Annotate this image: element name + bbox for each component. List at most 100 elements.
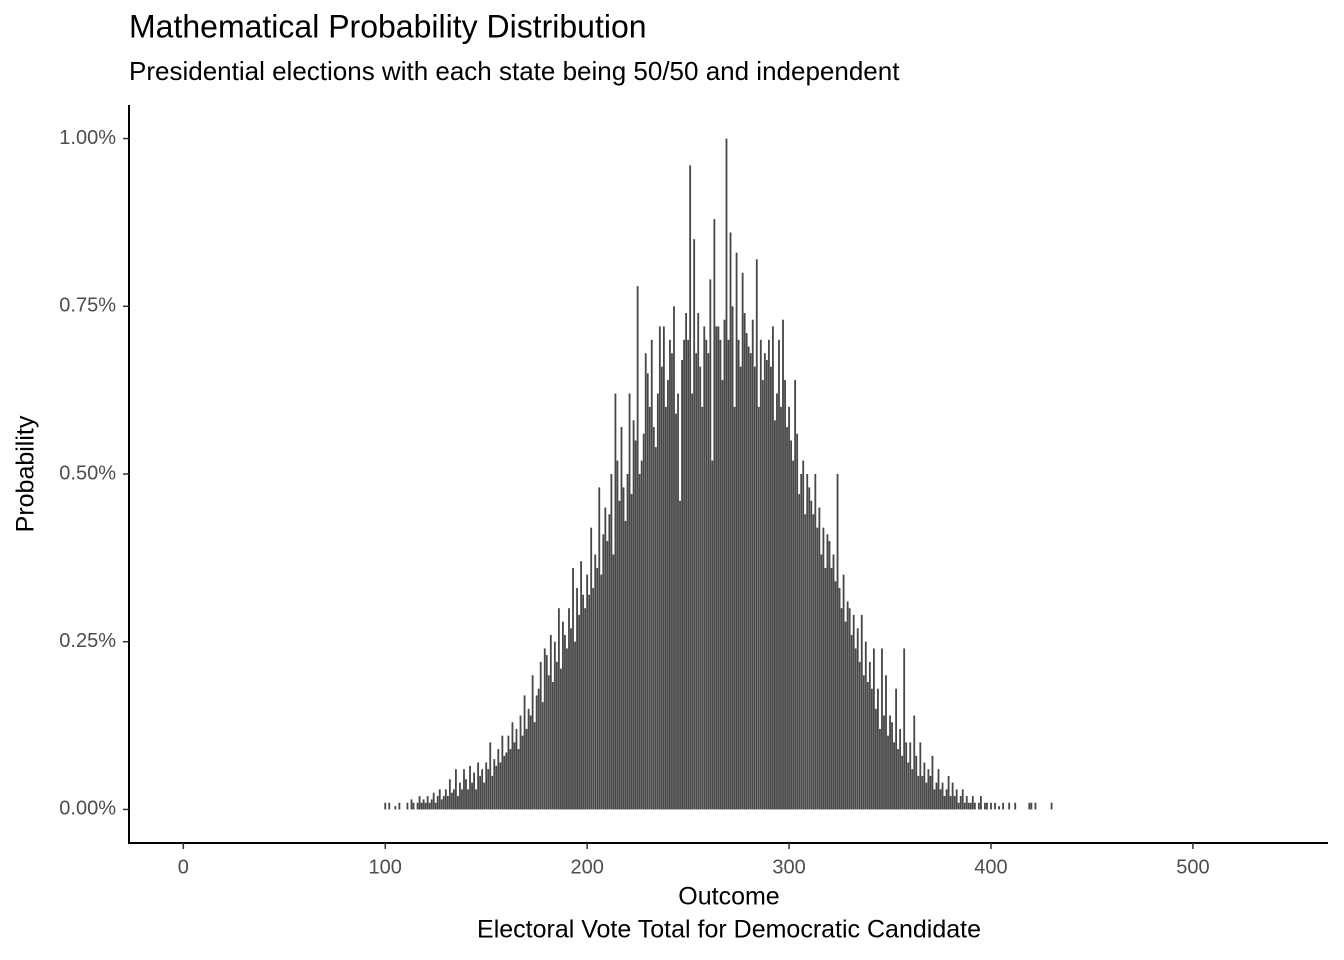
bar xyxy=(749,353,752,810)
bar xyxy=(808,487,811,810)
bar xyxy=(727,339,730,810)
bar xyxy=(842,574,845,810)
bar xyxy=(620,427,623,810)
bar xyxy=(921,775,924,810)
bar xyxy=(646,373,649,810)
bar xyxy=(979,796,982,810)
bar xyxy=(699,366,702,810)
bar xyxy=(683,339,685,810)
bar xyxy=(667,380,669,810)
bar xyxy=(438,789,441,810)
bar xyxy=(630,494,633,810)
bar xyxy=(594,554,597,810)
bar xyxy=(778,339,780,810)
bar xyxy=(424,802,427,810)
bar xyxy=(757,406,760,810)
bar xyxy=(420,802,423,810)
bar xyxy=(864,641,867,810)
bar xyxy=(822,527,825,810)
bar xyxy=(747,346,750,810)
x-tick-label: 0 xyxy=(178,856,189,878)
bar xyxy=(452,789,455,810)
bar xyxy=(739,366,742,810)
bar xyxy=(681,359,683,810)
bar xyxy=(763,353,766,810)
bar xyxy=(1002,802,1005,810)
x-tick-label: 100 xyxy=(369,856,402,878)
bar xyxy=(422,799,425,810)
bar xyxy=(586,574,589,810)
bar xyxy=(533,722,536,810)
bar xyxy=(889,715,891,810)
bar xyxy=(448,779,451,810)
bar xyxy=(705,339,708,810)
bar xyxy=(495,765,498,810)
bar xyxy=(416,802,419,810)
bar xyxy=(885,675,887,810)
bar xyxy=(461,789,463,810)
bar xyxy=(473,772,475,810)
bar xyxy=(537,688,540,810)
bar xyxy=(828,541,831,810)
bar xyxy=(838,588,841,810)
bar xyxy=(511,722,514,810)
bar xyxy=(436,796,439,810)
bar xyxy=(610,474,613,810)
bar xyxy=(733,406,736,810)
bar xyxy=(660,366,663,810)
bar xyxy=(475,789,478,810)
bar xyxy=(881,648,883,810)
bar xyxy=(614,393,617,810)
bar xyxy=(398,802,401,810)
bar xyxy=(721,380,724,810)
bar xyxy=(872,648,875,810)
bar xyxy=(945,789,948,810)
bar xyxy=(832,554,835,810)
bar xyxy=(656,393,659,810)
bar xyxy=(707,353,710,810)
bar xyxy=(428,802,431,810)
bar xyxy=(719,339,722,810)
bar xyxy=(515,728,518,810)
bar xyxy=(566,648,568,810)
bar xyxy=(850,635,853,810)
bar xyxy=(675,413,677,810)
bar xyxy=(549,635,552,810)
bar xyxy=(723,319,726,810)
bar xyxy=(737,339,740,810)
bar xyxy=(671,353,673,810)
bar xyxy=(1050,802,1053,810)
bar xyxy=(963,802,966,810)
bar xyxy=(818,507,821,810)
bar xyxy=(507,735,510,810)
bar xyxy=(895,688,898,810)
bar xyxy=(578,614,580,810)
bar xyxy=(564,635,566,810)
bar xyxy=(505,752,508,810)
bar xyxy=(967,802,970,810)
bar xyxy=(410,799,413,810)
bar xyxy=(489,742,492,810)
bar xyxy=(677,393,679,810)
bar xyxy=(858,661,861,810)
bar xyxy=(1014,802,1017,810)
bar xyxy=(477,762,480,810)
bar xyxy=(592,588,595,810)
bar xyxy=(640,460,643,810)
bar xyxy=(957,802,960,810)
chart-subtitle: Presidential elections with each state b… xyxy=(129,56,900,86)
bar xyxy=(562,621,564,810)
bar xyxy=(491,775,494,810)
bar xyxy=(788,406,790,810)
bar xyxy=(830,567,833,810)
bar xyxy=(973,802,976,810)
bar xyxy=(440,799,443,810)
bar xyxy=(949,796,952,810)
bar xyxy=(715,326,718,810)
bar xyxy=(664,406,667,810)
bar xyxy=(648,406,651,810)
bar xyxy=(953,796,956,810)
bar xyxy=(626,474,629,810)
bar xyxy=(418,796,421,810)
bar xyxy=(860,614,863,810)
